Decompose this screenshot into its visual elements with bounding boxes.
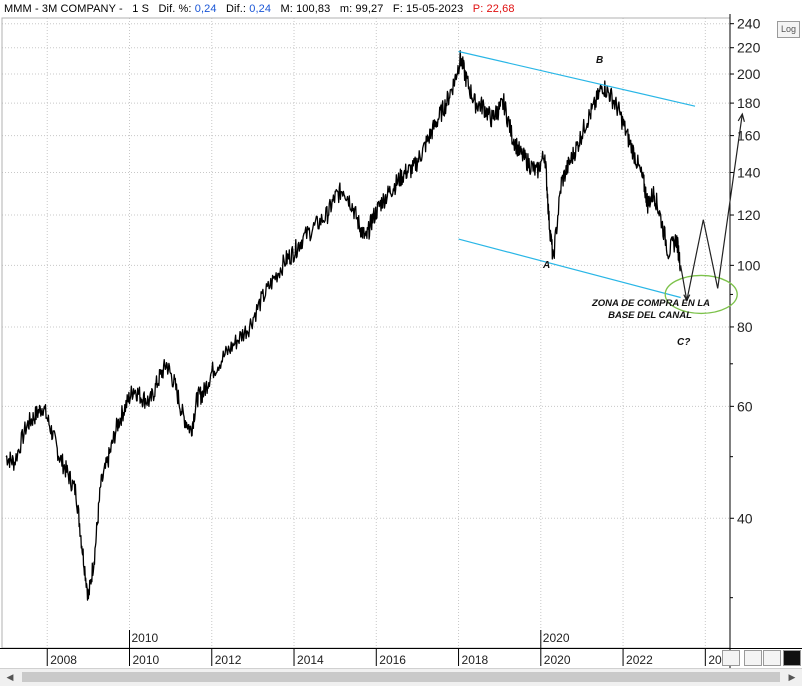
black-square-icon[interactable] <box>783 650 801 666</box>
chart-grid <box>2 18 730 648</box>
screen-icon[interactable] <box>763 650 781 666</box>
y-tick-label: 120 <box>737 207 761 223</box>
channel-upper-line <box>458 50 696 107</box>
x-tick-label: 2014 <box>297 653 324 667</box>
buy-zone-label-line2: BASE DEL CANAL <box>608 310 692 321</box>
x-tick-label: 2010 <box>133 653 160 667</box>
scroll-thumb[interactable] <box>22 672 780 682</box>
y-tick-label: 160 <box>737 128 761 144</box>
y-tick-label: 180 <box>737 95 761 111</box>
projection-arrowhead <box>737 112 745 122</box>
y-tick-label: 60 <box>737 398 753 414</box>
dif-label: Dif.: <box>226 3 247 15</box>
chart-header: MMM - 3M COMPANY - 1 S Dif. %: 0,24 Dif.… <box>4 3 515 17</box>
zoom-icon[interactable] <box>722 650 740 666</box>
scroll-right-icon[interactable]: ▶ <box>788 672 796 682</box>
max-label: M: 100,83 <box>280 3 331 15</box>
save-icon[interactable] <box>744 650 762 666</box>
y-tick-label: 80 <box>737 319 753 335</box>
period-label: 1 S <box>132 3 150 15</box>
y-tick-label: 220 <box>737 40 761 56</box>
x-tick-label: 2008 <box>50 653 77 667</box>
dif-pct-label: Dif. %: <box>158 3 192 15</box>
chart-axes: 240 220 200 180 160 140 120 100 80 60 40 2008 2010 20… <box>0 14 802 668</box>
y-tick-label: 240 <box>737 16 761 32</box>
x-tick-label: 2020 <box>544 653 571 667</box>
x-tick-label: 2016 <box>379 653 406 667</box>
wave-c-label: C? <box>677 337 690 348</box>
y-tick-label: 200 <box>737 66 761 82</box>
channel-lower-line <box>458 238 681 299</box>
y-tick-label: 100 <box>737 257 761 273</box>
x-upper-marker-label: 2020 <box>543 631 570 645</box>
x-tick-label: 2018 <box>462 653 489 667</box>
projection-path <box>680 113 743 301</box>
price-line <box>5 50 682 601</box>
x-tick-label: 2012 <box>215 653 242 667</box>
buy-zone-ellipse <box>664 274 738 315</box>
x-tick-label: 2022 <box>626 653 653 667</box>
ticker-label: MMM - 3M COMPANY - <box>4 3 123 15</box>
dif-pct-value: 0,24 <box>194 3 217 15</box>
scroll-left-icon[interactable]: ◀ <box>6 672 14 682</box>
y-tick-label: 140 <box>737 164 761 180</box>
min-label: m: 99,27 <box>339 3 384 15</box>
wave-a-label: A <box>542 260 550 271</box>
log-scale-button[interactable]: Log <box>777 21 800 38</box>
buy-zone-label-line1: ZONA DE COMPRA EN LA <box>591 298 710 309</box>
dif-value: 0,24 <box>249 3 272 15</box>
analysis-overlay <box>458 50 745 315</box>
x-upper-marker-label: 2010 <box>132 631 159 645</box>
price-label: P: 22,68 <box>472 3 515 15</box>
wave-b-label: B <box>596 55 603 66</box>
projection-low-arrowhead <box>683 294 691 302</box>
horizontal-scrollbar[interactable]: ◀ ▶ <box>0 668 802 686</box>
y-tick-label: 40 <box>737 510 753 526</box>
price-series <box>5 50 682 601</box>
date-label: F: 15-05-2023 <box>392 3 464 15</box>
